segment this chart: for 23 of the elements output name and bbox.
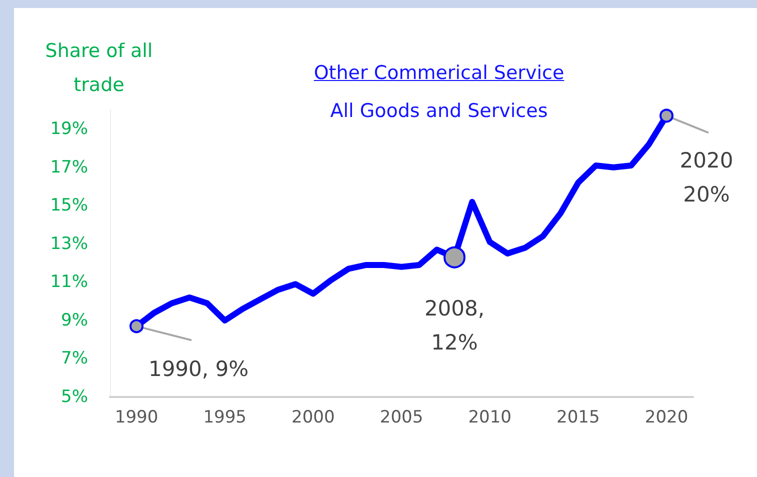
y-tick-label: 15%: [50, 196, 88, 216]
y-tick-label: 5%: [61, 387, 88, 407]
x-tick-label: 1995: [203, 408, 246, 428]
y-axis-title: Share of all trade: [44, 39, 154, 98]
y-tick-label: 19%: [50, 119, 88, 140]
annotation: 2008, 12%: [424, 296, 485, 354]
y-tick-label: 9%: [61, 310, 88, 330]
point: [130, 319, 144, 334]
chart-title: Other Commerical Service: [312, 62, 566, 84]
x-tick-label: 1990: [114, 408, 158, 428]
x-tick-label: 2020: [644, 408, 688, 428]
x-tick-label: 2000: [292, 408, 335, 428]
y-tick-label: 11%: [50, 272, 88, 292]
y-tick-label: 13%: [50, 234, 88, 254]
x-tick-label: 2010: [468, 408, 512, 428]
x-tick-label: 2015: [556, 408, 600, 428]
y-tick-label: 7%: [61, 348, 88, 369]
x-tick-label: 2005: [380, 408, 424, 428]
annotation: 1990, 9%: [148, 357, 249, 382]
chart-subtitle: All Goods and Services: [329, 100, 549, 122]
annotation: 2020 20%: [680, 148, 734, 207]
y-tick-label: 17%: [50, 157, 88, 178]
point: [660, 108, 674, 123]
